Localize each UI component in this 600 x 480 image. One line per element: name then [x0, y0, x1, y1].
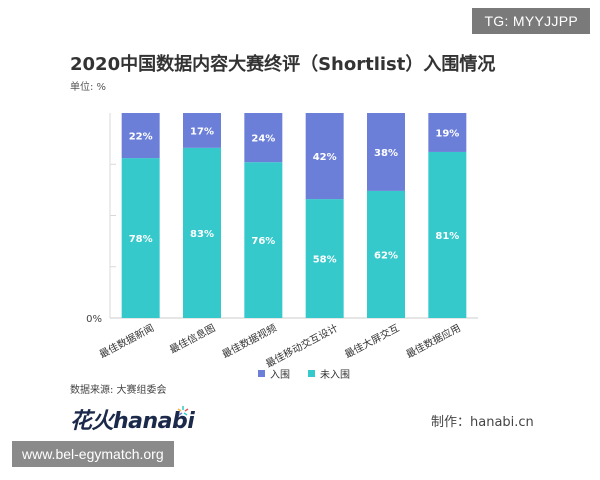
data-label: 58%	[313, 255, 337, 266]
data-label: 22%	[129, 132, 153, 143]
data-label: 38%	[374, 148, 398, 159]
bar-segment-not-shortlist	[121, 158, 160, 318]
x-tick-label: 最佳信息图	[167, 321, 217, 356]
bar-segment-not-shortlist	[367, 190, 405, 318]
data-source: 数据来源: 大赛组委会	[70, 385, 167, 396]
data-label: 78%	[129, 234, 153, 245]
x-tick-label: 最佳数据新闻	[97, 321, 156, 361]
unit-label: 单位: %	[70, 82, 107, 93]
bar-segment-shortlist	[367, 113, 405, 191]
data-label: 62%	[374, 250, 398, 261]
legend-swatch-shortlist	[258, 370, 265, 377]
bar-segment-shortlist	[305, 113, 344, 200]
x-tick-label: 最佳数据视频	[220, 321, 279, 361]
y-tick-label: 0%	[86, 314, 102, 325]
legend: 入围 未入围	[258, 366, 350, 381]
data-label: 17%	[190, 126, 214, 137]
bar-segment-shortlist	[428, 113, 467, 152]
chart-title: 2020中国数据内容大赛终评（Shortlist）入围情况	[70, 54, 496, 75]
spark-icon	[177, 406, 189, 416]
legend-item-not-shortlist: 未入围	[308, 366, 350, 381]
data-label: 83%	[190, 229, 214, 240]
bar-segment-shortlist	[244, 113, 283, 163]
bar-segment-shortlist	[183, 113, 221, 148]
data-label: 24%	[251, 134, 275, 145]
credit: 制作：hanabi.cn	[431, 415, 534, 430]
data-label: 81%	[435, 231, 459, 242]
stacked-bar-chart: 0% 78% 22% 最佳数据新闻 83% 17% 最佳信息图 76% 24% 最佳数据视频 58%…	[86, 113, 478, 370]
hanabi-logo: 花火hanabi	[70, 409, 195, 434]
tag-label: TG: MYYJJPP	[472, 8, 590, 34]
bar-segment-shortlist	[121, 113, 160, 159]
x-tick-label: 最佳大屏交互	[342, 321, 401, 361]
bar-segment-not-shortlist	[305, 199, 344, 318]
legend-label-not-shortlist: 未入围	[320, 370, 350, 381]
bar-segment-not-shortlist	[428, 151, 467, 318]
x-tick-label: 最佳数据应用	[404, 321, 463, 361]
data-label: 42%	[313, 152, 337, 163]
bar-segment-not-shortlist	[244, 162, 283, 318]
legend-item-shortlist: 入围	[258, 366, 290, 381]
watermark-url: www.bel-egymatch.org	[12, 441, 174, 467]
data-label: 19%	[435, 128, 459, 139]
legend-label-shortlist: 入围	[270, 370, 290, 381]
data-label: 76%	[251, 236, 275, 247]
bar-segment-not-shortlist	[183, 147, 221, 318]
legend-swatch-not-shortlist	[308, 370, 315, 377]
